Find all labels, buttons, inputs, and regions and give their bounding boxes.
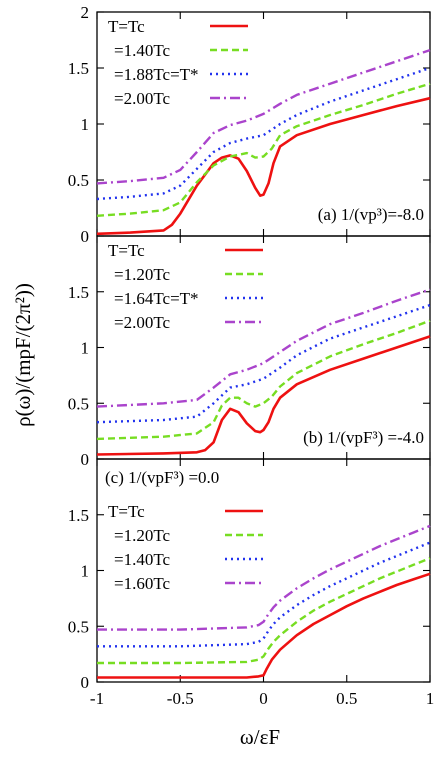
x-axis-label: ω/εF — [240, 725, 280, 749]
y-tick-label: 2 — [81, 3, 90, 22]
series-line — [96, 319, 431, 441]
panel-annotation: (b) 1/(vpF³) =-4.0 — [303, 428, 424, 447]
y-tick-label: 1.5 — [68, 283, 89, 302]
panel-annotation: (c) 1/(vpF³) =0.0 — [105, 468, 219, 487]
panel-b: 0 0.5 1 1.5 T=Tc =1.20Tc =1.64Tc=T* =2.00Tc (b) … — [68, 235, 431, 469]
legend-label: =1.40Tc — [114, 41, 171, 60]
series-line — [96, 96, 431, 236]
legend-label: =1.20Tc — [114, 526, 171, 545]
panel-annotation: (a) 1/(vp³)=-8.0 — [318, 205, 424, 224]
y-tick-label: 0.5 — [68, 617, 89, 636]
y-axis-label: ρ(ω)/(mpF/(2π²)) — [11, 283, 35, 427]
legend-label: =1.64Tc=T* — [114, 289, 199, 308]
legend-label: T=Tc — [108, 502, 145, 521]
x-tick-label: 0 — [259, 689, 268, 708]
legend-label: T=Tc — [108, 17, 145, 36]
legend-label: =1.40Tc — [114, 550, 171, 569]
y-tick-label: 1.5 — [68, 506, 89, 525]
series-line — [97, 541, 431, 648]
panels: 0 0.5 1 1.5 2 T=Tc =1.40Tc =1.88Tc=T* =2.00Tc (a)… — [68, 3, 435, 708]
series-line — [96, 48, 431, 185]
x-tick-label: -0.5 — [167, 689, 194, 708]
y-tick-label: 1 — [81, 562, 90, 581]
x-tick-label: 0.5 — [336, 689, 357, 708]
x-tick-label: 1 — [426, 689, 435, 708]
series-line — [97, 572, 431, 679]
y-tick-label: 0 — [81, 227, 90, 246]
y-tick-label: 0.5 — [68, 171, 89, 190]
y-tick-label: 0 — [81, 450, 90, 469]
legend-label: T=Tc — [108, 241, 145, 260]
y-tick-label: 1.5 — [68, 59, 89, 78]
x-tick-label: -1 — [90, 689, 104, 708]
y-tick-label: 1 — [81, 339, 90, 358]
y-tick-label: 0 — [81, 673, 90, 692]
legend-label: =2.00Tc — [114, 313, 171, 332]
y-tick-label: 0.5 — [68, 394, 89, 413]
series-line — [96, 82, 431, 217]
panel-a: 0 0.5 1 1.5 2 T=Tc =1.40Tc =1.88Tc=T* =2.00Tc (a)… — [68, 3, 431, 246]
series-line — [96, 288, 431, 408]
y-tick-label: 1 — [81, 115, 90, 134]
series-line — [97, 557, 431, 665]
plot-frame — [96, 458, 431, 683]
panel-c: 0 0.5 1 1.5 -1 -0.5 0 0.5 1 T=Tc =1.20Tc =1.40Tc =1.… — [68, 458, 435, 708]
legend-label: =1.60Tc — [114, 574, 171, 593]
legend-label: =1.88Tc=T* — [114, 65, 199, 84]
series-line — [96, 335, 431, 456]
legend-label: =1.20Tc — [114, 265, 171, 284]
series-line — [97, 524, 431, 631]
legend-label: =2.00Tc — [114, 89, 171, 108]
series-line — [96, 66, 431, 201]
